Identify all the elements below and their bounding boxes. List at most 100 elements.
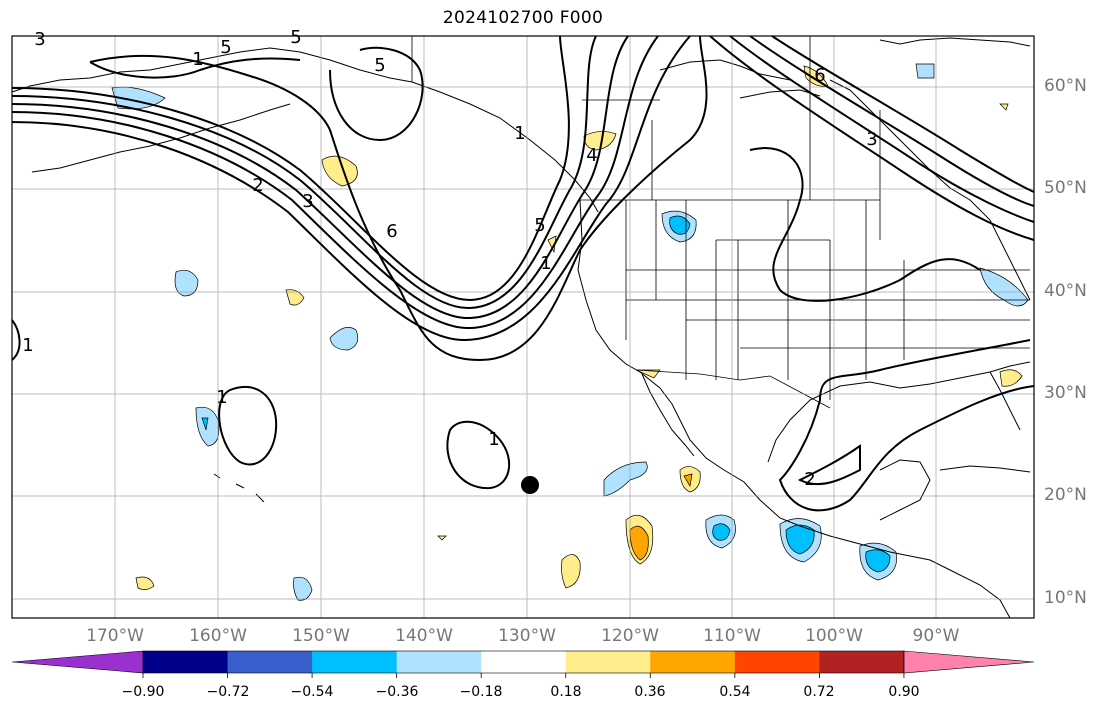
contour-label: 3 — [34, 29, 45, 50]
contour-label: 5 — [374, 55, 385, 76]
colorbar-under-triangle — [11, 650, 144, 674]
contour-label: 2 — [804, 469, 815, 490]
contour-east-4 — [771, 35, 1035, 193]
anomaly-strong-negative — [712, 523, 731, 541]
map-title: 2024102700 F000 — [442, 8, 604, 28]
lon-label: 100°W — [805, 626, 863, 646]
anomaly-strong-negative — [865, 549, 891, 573]
east-coast — [829, 79, 1031, 301]
colorbar-bin — [734, 651, 820, 673]
contour-aleutian — [89, 57, 301, 79]
colorbar-tick-label: 0.54 — [719, 684, 751, 700]
contour-gulf-alaska — [329, 46, 424, 142]
contour-jet-2 — [11, 35, 597, 310]
anomaly-positive — [635, 369, 661, 379]
lon-label: 90°W — [912, 626, 960, 646]
colorbar — [11, 650, 1035, 678]
contour-east-3 — [749, 35, 1035, 207]
canada-arctic — [659, 59, 791, 81]
contour-jet-4 — [11, 35, 659, 330]
anomaly-negative — [329, 327, 359, 351]
colorbar-tick-label: −0.36 — [375, 684, 419, 700]
colorbar-over-triangle — [903, 650, 1035, 674]
colorbar-bin — [650, 651, 736, 673]
us-mexico-border — [635, 369, 831, 409]
lon-label: 120°W — [601, 626, 659, 646]
anomaly-negative — [603, 461, 648, 497]
lon-label: 130°W — [498, 626, 556, 646]
contour-label: 1 — [192, 49, 203, 70]
colorbar-bin — [143, 651, 229, 673]
anomaly-positive — [999, 369, 1023, 387]
contour-outer — [89, 35, 708, 362]
alaska-coast — [11, 47, 599, 213]
baja-peninsula — [641, 373, 695, 457]
anomaly-positive — [583, 131, 617, 151]
west-coast — [577, 199, 1011, 619]
contour-label: 4 — [586, 145, 597, 166]
lon-label: 170°W — [86, 626, 144, 646]
contour-label-group: 3 5 5 1 2 3 6 1 5 4 1 6 3 5 1 1 1 2 — [22, 27, 877, 490]
lon-label: 140°W — [395, 626, 453, 646]
coastlines — [11, 37, 1031, 619]
colorbar-tick-label: 0.72 — [803, 684, 835, 700]
contour-label: 1 — [514, 123, 525, 144]
anomaly-positive — [561, 554, 581, 589]
lat-label: 60°N — [1044, 76, 1087, 96]
florida — [989, 371, 1021, 431]
contour-label: 1 — [216, 387, 227, 408]
contour-label: 1 — [488, 429, 499, 450]
anomaly-negative — [293, 576, 313, 601]
anomaly-positive — [135, 576, 155, 590]
contour-jet-3 — [11, 35, 629, 320]
canada-provinces — [582, 36, 881, 200]
shaded-anomalies — [111, 63, 1029, 601]
map-frame — [11, 35, 1035, 619]
lat-label: 30°N — [1044, 383, 1087, 403]
colorbar-frame — [142, 650, 905, 674]
contour-east-1 — [709, 35, 1035, 241]
aleutian-islands — [31, 103, 291, 173]
anomaly-positive — [285, 289, 305, 306]
contour-canada — [749, 147, 981, 302]
colorbar-tick-label: 0.18 — [550, 684, 582, 700]
lon-label: 150°W — [292, 626, 350, 646]
caribbean — [939, 465, 1031, 473]
colorbar-tick-label: −0.72 — [206, 684, 250, 700]
colorbar-tick-label: −0.54 — [290, 684, 334, 700]
contour-label: 6 — [814, 65, 825, 86]
colorbar-bin — [565, 651, 651, 673]
contour-east-2 — [729, 35, 1035, 223]
contour-loop-2 — [446, 420, 510, 490]
contour-loop-1 — [218, 385, 278, 466]
contour-label: 3 — [302, 191, 313, 212]
lon-label: 110°W — [703, 626, 761, 646]
political-borders — [411, 36, 1030, 409]
greenland — [879, 37, 1031, 47]
anomaly-negative — [915, 63, 935, 79]
anomaly-negative — [195, 406, 220, 447]
lon-label: 160°W — [189, 626, 247, 646]
anomaly-positive — [999, 103, 1009, 111]
colorbar-bin — [819, 651, 905, 673]
contour-jet-1 — [11, 35, 570, 302]
colorbar-bin — [481, 651, 567, 673]
contour-mexico — [778, 339, 1035, 512]
colorbar-tick-label: −0.18 — [459, 684, 503, 700]
hawaii — [213, 473, 265, 503]
yucatan — [879, 459, 931, 521]
anomaly-strong-positive — [629, 525, 649, 561]
colorbar-bin — [312, 651, 398, 673]
lat-label: 50°N — [1044, 178, 1087, 198]
colorbar-tick-label: 0.90 — [888, 684, 920, 700]
anomaly-strong-negative — [201, 417, 209, 431]
anomaly-strong-negative — [785, 524, 815, 555]
anomaly-positive — [437, 535, 447, 541]
anomaly-negative — [979, 267, 1029, 307]
contour-mexico-inner — [797, 444, 861, 486]
lat-label: 40°N — [1044, 281, 1087, 301]
lat-label: 10°N — [1044, 588, 1087, 608]
anomaly-strong-positive — [683, 473, 693, 487]
colorbar-bin — [227, 651, 313, 673]
